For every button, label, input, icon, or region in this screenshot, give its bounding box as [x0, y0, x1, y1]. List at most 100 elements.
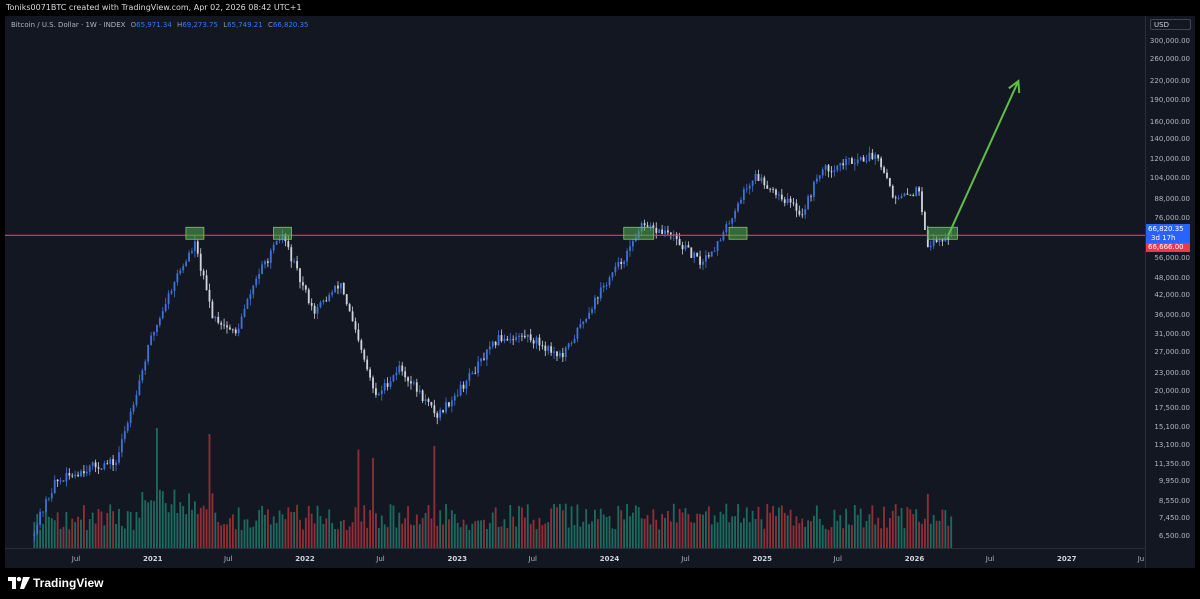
candle — [445, 397, 447, 415]
candle — [126, 420, 129, 434]
touch-marker[interactable] — [728, 226, 748, 240]
candle — [891, 184, 894, 199]
volume-bar — [351, 522, 354, 548]
candle — [45, 496, 47, 514]
volume-bar — [526, 504, 529, 548]
volume-bar — [474, 521, 477, 548]
candle — [462, 381, 465, 393]
candle — [328, 292, 331, 302]
volume-bar — [664, 517, 666, 548]
volume-bar — [71, 518, 74, 548]
volume-bar — [304, 517, 307, 548]
volume-bar — [462, 519, 465, 548]
candle — [740, 197, 742, 205]
price-tick-label: 27,000.00 — [1154, 348, 1190, 357]
price-tick-label: 9,950.00 — [1158, 477, 1190, 485]
volume-bar — [558, 503, 561, 548]
volume-bar — [97, 509, 100, 548]
volume-bar — [745, 507, 748, 548]
price-tick-label: 220,000.00 — [1149, 77, 1190, 86]
time-axis[interactable]: Jul 2021 Jul 2022 Jul 2023 Jul 2024 Jul 2025 Jul 20… — [5, 548, 1145, 568]
candle — [252, 285, 255, 299]
candle — [786, 192, 789, 206]
candle — [240, 313, 243, 330]
candle — [909, 194, 912, 196]
candle — [404, 366, 407, 382]
tradingview-brand[interactable]: TradingView — [8, 575, 103, 591]
price-chart[interactable] — [5, 16, 1195, 568]
candle — [217, 311, 220, 325]
candle — [778, 191, 780, 201]
currency-selector[interactable]: USD — [1150, 19, 1191, 30]
volume-bar — [439, 510, 442, 548]
volume-bar — [115, 523, 117, 548]
candle — [795, 199, 798, 218]
candle — [661, 224, 664, 235]
candle — [156, 324, 158, 337]
volume-bar — [853, 505, 856, 548]
volume-bar — [900, 508, 903, 548]
volume-bar — [658, 529, 661, 548]
candle — [112, 454, 115, 472]
touch-marker[interactable] — [623, 226, 655, 240]
candle — [474, 366, 477, 375]
volume-bar — [807, 520, 810, 548]
time-tick-month: Ju — [1137, 555, 1145, 563]
candle — [383, 379, 386, 394]
volume-bar — [629, 516, 631, 548]
candle — [410, 375, 412, 390]
volume-bar — [483, 519, 485, 548]
volume-bar — [754, 519, 757, 548]
volume-bar — [39, 529, 42, 548]
volume-bar — [42, 523, 44, 548]
volume-bar — [702, 514, 704, 548]
touch-marker[interactable] — [927, 226, 958, 240]
candle — [918, 185, 920, 196]
candle — [275, 240, 278, 246]
volume-bar — [667, 511, 669, 548]
candle — [80, 469, 82, 478]
projection-arrow[interactable] — [947, 79, 1021, 236]
volume-bar — [903, 528, 906, 548]
volume-bar — [310, 513, 313, 548]
chart-panel[interactable]: Bitcoin / U.S. Dollar · 1W · INDEX O65,9… — [5, 16, 1195, 568]
candle — [430, 401, 433, 408]
price-axis[interactable]: 300,000.00 260,000.00 220,000.00 190,000.00… — [1145, 16, 1195, 568]
candle — [424, 394, 427, 406]
candle — [456, 389, 459, 398]
volume-bar — [918, 521, 920, 548]
candle — [337, 281, 339, 295]
volume-bar — [827, 529, 830, 548]
volume-bar — [897, 515, 900, 548]
candle — [319, 300, 322, 309]
volume-bar — [634, 505, 637, 548]
candle — [742, 186, 745, 205]
candle — [296, 255, 298, 271]
candle — [813, 180, 815, 201]
volume-bar — [126, 511, 129, 548]
candle — [748, 183, 751, 195]
volume-bar — [491, 512, 494, 548]
volume-bar — [877, 517, 880, 548]
volume-bar — [675, 522, 678, 548]
candle — [675, 232, 678, 246]
price-tick-label: 23,000.00 — [1154, 368, 1190, 377]
candle — [845, 156, 847, 171]
price-tick-label: 260,000.00 — [1149, 55, 1190, 64]
candle — [868, 146, 871, 162]
touch-marker[interactable] — [273, 226, 292, 240]
candle — [532, 337, 535, 349]
volume-bar — [646, 515, 649, 548]
candle — [818, 174, 821, 182]
volume-bar — [596, 519, 599, 548]
volume-bar — [158, 489, 161, 548]
touch-marker[interactable] — [185, 226, 205, 240]
volume-bar — [480, 520, 482, 548]
candle — [579, 318, 582, 329]
volume-bar — [602, 514, 605, 548]
volume-bar — [220, 525, 223, 548]
volume-bar — [363, 505, 366, 548]
volume-bar — [710, 524, 713, 548]
candle — [503, 334, 506, 344]
volume-bar — [94, 523, 97, 548]
